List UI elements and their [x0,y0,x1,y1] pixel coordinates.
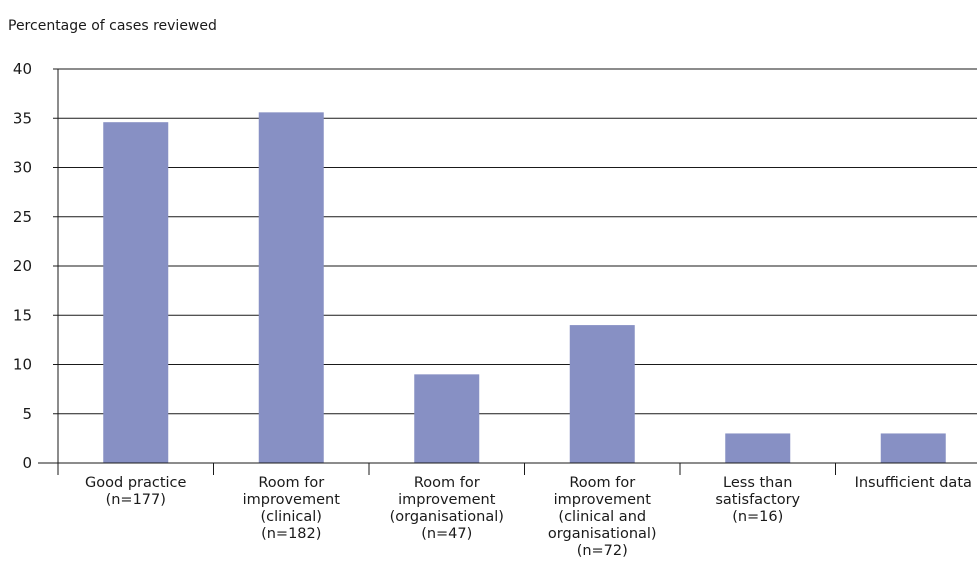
x-tick-labels: Good practice (n=177) Room for improvement(… [85,475,972,559]
y-axis-label: Percentage of cases reviewed [8,18,217,34]
y-tick-label: 10 [13,356,32,374]
bar [258,112,324,463]
x-tick-label: Good practice (n=177) [85,475,187,508]
axes [38,68,977,475]
x-tick-label: Insufficient data [855,475,972,491]
y-tick-label: 5 [22,405,32,423]
y-tick-label: 15 [13,306,32,324]
y-tick-label: 40 [13,60,32,78]
bar [103,122,169,463]
bar [725,433,791,463]
y-tick-label: 35 [13,109,32,127]
bar [880,433,946,463]
gridlines [58,68,977,415]
y-tick-labels: 0 5 10 15 20 25 30 35 40 [13,60,32,472]
y-tick-label: 20 [13,257,32,275]
bars [103,112,946,463]
y-tick-label: 30 [13,159,32,177]
y-tick-label: 0 [22,454,32,472]
x-tick-label: Less than satisfactory (n=16) [715,475,800,525]
bar [569,325,635,463]
x-tick-label: Room for improvement (clinical) (n=182) [243,475,341,542]
x-tick-label: Room for improvement (clinical and organisa… [548,475,657,559]
y-tick-label: 25 [13,208,32,226]
bar [414,374,480,463]
x-tick-label: Room for improvement (organisational) (n=47… [390,475,504,542]
